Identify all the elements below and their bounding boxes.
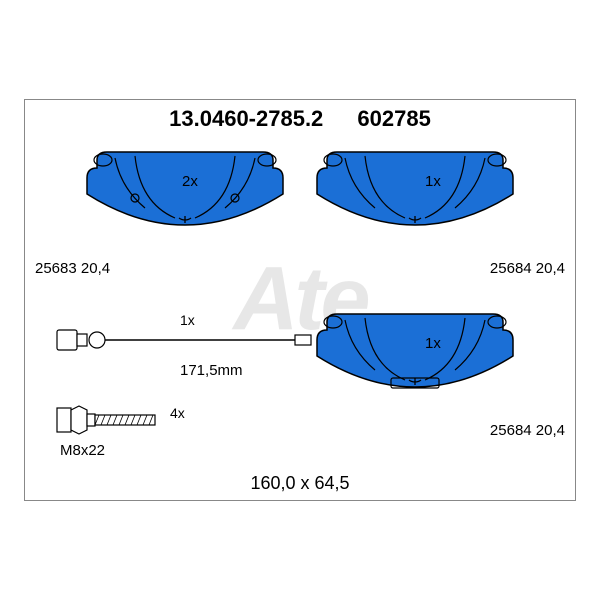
header: 13.0460-2785.2 602785 xyxy=(25,106,575,132)
pad-top-right: 1x xyxy=(315,148,515,258)
svg-text:1x: 1x xyxy=(425,335,441,352)
svg-text:1x: 1x xyxy=(425,173,441,190)
code-top-left: 25683 20,4 xyxy=(35,260,110,277)
sensor-length: 171,5mm xyxy=(180,362,243,379)
article-number: 602785 xyxy=(357,106,430,131)
bolt xyxy=(55,400,165,440)
pad-bottom-right: 1x xyxy=(315,310,515,420)
bolt-qty: 4x xyxy=(170,405,185,421)
diagram-frame: 13.0460-2785.2 602785 Ate 2x 1x xyxy=(24,99,576,501)
part-number: 13.0460-2785.2 xyxy=(169,106,323,131)
overall-dimensions: 160,0 x 64,5 xyxy=(25,473,575,494)
pad-top-left: 2x xyxy=(85,148,285,258)
code-top-right: 25684 20,4 xyxy=(490,260,565,277)
bolt-spec: M8x22 xyxy=(60,442,105,459)
sensor-qty: 1x xyxy=(180,312,195,328)
svg-text:2x: 2x xyxy=(182,173,198,190)
code-bottom-right: 25684 20,4 xyxy=(490,422,565,439)
